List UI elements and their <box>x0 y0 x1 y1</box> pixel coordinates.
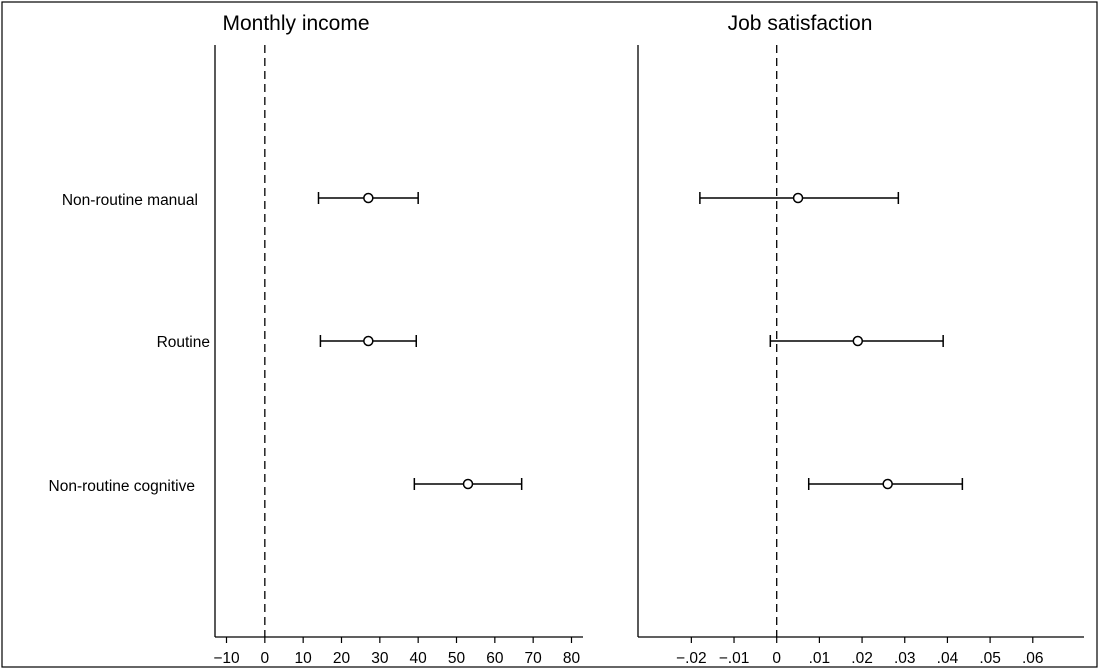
monthly-income-panel: Monthly income Non-routine manual Routin… <box>49 12 583 667</box>
monthly-income-x-tick-label-6: 50 <box>448 650 466 667</box>
monthly-income-x-tick-label-7: 60 <box>486 650 504 667</box>
job-satisfaction-x-tick-label-8: .06 <box>1022 650 1044 667</box>
monthly-income-x-tick-label-9: 80 <box>563 650 581 667</box>
monthly-income-x-tick-label-2: 10 <box>295 650 313 667</box>
job-satisfaction-title: Job satisfaction <box>728 12 873 35</box>
monthly-income-x-tick-label-8: 70 <box>525 650 543 667</box>
monthly-income-category-labels: Non-routine manual Routine Non-routine c… <box>49 192 210 495</box>
monthly-income-x-tick-label-3: 20 <box>333 650 351 667</box>
monthly-income-category-label-1: Routine <box>157 334 210 351</box>
job-satisfaction-point-estimate-1 <box>852 335 864 347</box>
job-satisfaction-x-tick-label-2: 0 <box>772 650 781 667</box>
monthly-income-x-tick-label-5: 40 <box>410 650 428 667</box>
job-satisfaction-x-tick-label-7: .05 <box>979 650 1001 667</box>
job-satisfaction-x-tick-label-1: −.01 <box>719 650 750 667</box>
monthly-income-point-estimate-1 <box>363 335 374 347</box>
monthly-income-category-label-0: Non-routine manual <box>62 192 198 209</box>
job-satisfaction-x-tick-label-6: .04 <box>937 650 959 667</box>
monthly-income-category-label-2: Non-routine cognitive <box>49 478 195 495</box>
job-satisfaction-point-estimate-0 <box>792 192 804 204</box>
job-satisfaction-x-tick-label-3: .01 <box>809 650 831 667</box>
job-satisfaction-x-tick-label-0: −.02 <box>676 650 707 667</box>
job-satisfaction-x-tick-label-4: .02 <box>851 650 873 667</box>
job-satisfaction-panel: Job satisfaction −.02 −.01 0 .01 .02 .03 .04 .0… <box>637 12 1084 667</box>
monthly-income-point-estimate-2 <box>462 478 474 490</box>
monthly-income-point-estimate-0 <box>363 192 374 204</box>
monthly-income-title: Monthly income <box>222 12 369 35</box>
monthly-income-x-tick-label-1: 0 <box>261 650 270 667</box>
monthly-income-x-tick-label-0: −10 <box>213 650 240 667</box>
monthly-income-x-tick-label-4: 30 <box>371 650 389 667</box>
job-satisfaction-x-tick-label-5: .03 <box>894 650 916 667</box>
job-satisfaction-point-estimate-2 <box>882 478 893 490</box>
